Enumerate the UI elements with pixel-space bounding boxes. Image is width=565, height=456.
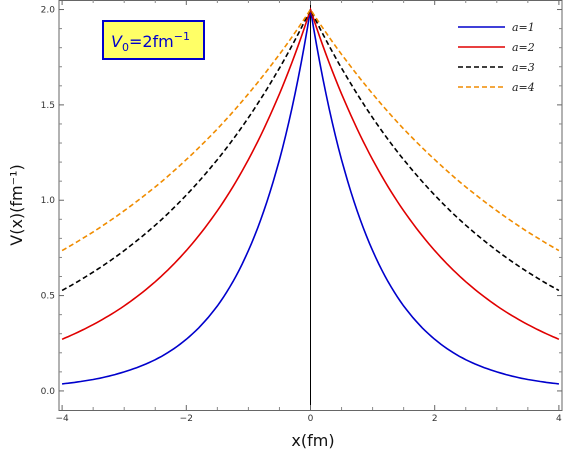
parameter-annotation: V0=2fm−1 (102, 20, 205, 60)
series-line-2 (61, 6, 560, 341)
x-tick-label: −2 (180, 414, 193, 424)
series-line-3 (61, 7, 560, 292)
legend-label-1: a=1 (512, 21, 535, 34)
annotation-text: V0=2fm−1 (111, 30, 190, 54)
x-tick-label: 2 (432, 414, 438, 424)
series-layer (61, 6, 560, 385)
annotation-superscript: −1 (174, 30, 190, 43)
y-tick-label: 0.5 (41, 292, 55, 302)
annotation-subscript: 0 (122, 41, 129, 54)
annotation-v: V (111, 32, 123, 51)
series-line-4 (61, 8, 560, 252)
y-tick-label: 0.0 (41, 387, 56, 397)
legend-label-4: a=4 (512, 81, 535, 94)
y-tick-label: 2.0 (41, 6, 56, 16)
y-tick-label: 1.0 (41, 196, 56, 206)
annotation-value: =2fm (129, 32, 174, 51)
legend: a=1 a=2 a=3 a=4 (458, 21, 535, 94)
legend-label-3: a=3 (512, 61, 535, 74)
y-tick-label: 1.5 (41, 101, 55, 111)
x-tick-label: 4 (556, 414, 562, 424)
annotation-box (102, 20, 205, 60)
axis-ticks: −4 −2 0 2 4 0.0 0.5 1.0 1.5 2.0 (41, 0, 562, 424)
x-axis-title: x(fm) (291, 431, 334, 450)
y-axis-title: V(x)(fm⁻¹) (7, 164, 26, 245)
plot-frame (58, 0, 563, 411)
x-tick-label: 0 (308, 414, 314, 424)
x-tick-label: −4 (55, 414, 69, 424)
legend-label-2: a=2 (512, 41, 535, 54)
